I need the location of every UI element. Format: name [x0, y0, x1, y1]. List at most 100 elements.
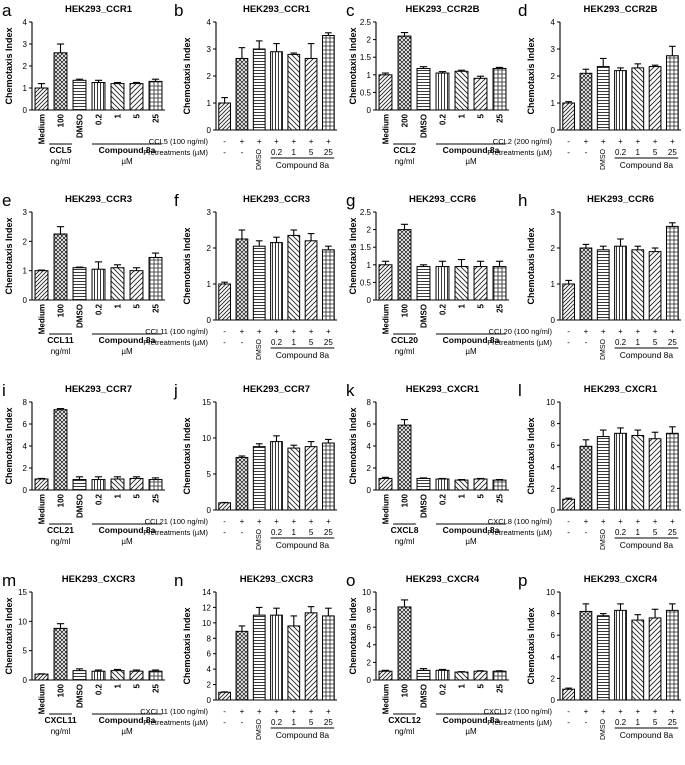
- y-axis-label: Chemotaxis Index: [4, 597, 14, 674]
- bar: [252, 614, 266, 701]
- bar: [148, 670, 163, 681]
- y-tick-label: 1: [207, 99, 212, 108]
- agonist-row-mark: +: [326, 707, 331, 716]
- x-tick-label: 5: [133, 303, 142, 308]
- agonist-row-mark: +: [618, 137, 623, 146]
- y-tick-label: 8: [367, 606, 372, 615]
- y-tick-label: 0: [207, 316, 212, 325]
- panel-a: a HEK293_CCR1 0 1 2 3 4 Chemotaxis Index Medium 1…: [2, 1, 165, 166]
- bar: [454, 479, 469, 491]
- x-tick-label: 100: [57, 113, 66, 127]
- y-tick-label: 10: [18, 617, 27, 626]
- agonist-row-mark: +: [635, 137, 640, 146]
- pretreat-row-value: DMSO: [256, 718, 263, 740]
- y-tick-label: 6: [551, 441, 556, 450]
- compound-label: Compound 8a: [620, 350, 674, 360]
- y-tick-label: 3: [551, 45, 556, 54]
- bar: [596, 436, 610, 511]
- y-tick-label: 4: [23, 18, 28, 27]
- y-axis-label: Chemotaxis Index: [4, 407, 14, 484]
- pretreat-row-label: Pretreatments (µM): [143, 528, 208, 537]
- agonist-row-mark: +: [653, 137, 658, 146]
- compound-label: Compound 8a: [443, 145, 500, 155]
- pretreat-row-value: 25: [324, 528, 333, 537]
- pretreat-row-value: 25: [668, 338, 677, 347]
- panel-f: f HEK293_CCR3 0 1 2 3 Chemotaxis Index CCL11 (1…: [143, 191, 337, 360]
- x-tick-label: DMSO: [420, 304, 429, 328]
- bar: [110, 83, 125, 111]
- pretreat-row-value: 1: [636, 528, 641, 537]
- bar: [416, 266, 431, 301]
- x-tick-label: Medium: [382, 304, 391, 334]
- y-tick-label: 0: [367, 676, 372, 685]
- bar: [648, 66, 662, 131]
- pretreat-row-value: 1: [292, 528, 297, 537]
- panel-letter: p: [518, 571, 527, 590]
- compound-label: Compound 8a: [276, 540, 330, 550]
- agonist-row-mark: +: [257, 137, 262, 146]
- pretreat-row-value: 0.2: [271, 148, 283, 157]
- agonist-row-mark: +: [618, 327, 623, 336]
- pretreat-row-value: DMSO: [600, 338, 607, 360]
- y-tick-label: 0.5: [360, 88, 372, 97]
- compound-label: Compound 8a: [620, 160, 674, 170]
- bar: [562, 688, 576, 701]
- panel-i: i HEK293_CCR7 0 2 4 6 8 Chemotaxis Index Medium 1…: [2, 381, 165, 546]
- y-tick-label: 0: [23, 486, 28, 495]
- ligand-unit: ng/ml: [51, 347, 71, 356]
- bar: [492, 479, 507, 491]
- agonist-row-mark: +: [635, 327, 640, 336]
- x-tick-label: 1: [458, 683, 467, 688]
- agonist-row-label: CXCL11 (100 ng/ml): [140, 707, 208, 716]
- x-tick-label: 25: [496, 493, 505, 502]
- x-tick-label: DMSO: [420, 684, 429, 708]
- panel-o: o HEK293_CXCR4 0 2 4 6 8 10 Chemotaxis Index Medi…: [346, 571, 509, 736]
- y-tick-label: 5: [207, 470, 212, 479]
- bar: [148, 80, 163, 111]
- x-tick-label: 25: [496, 683, 505, 692]
- bar: [218, 102, 232, 131]
- pretreat-row-value: 0.2: [271, 338, 283, 347]
- y-tick-label: 1: [367, 261, 372, 270]
- bar: [321, 615, 335, 701]
- pretreat-row-value: -: [241, 148, 244, 157]
- y-tick-label: 3: [207, 45, 212, 54]
- x-tick-label: 0.2: [95, 303, 104, 315]
- agonist-row-label: CCL21 (100 ng/ml): [145, 517, 209, 526]
- agonist-row-mark: +: [291, 137, 296, 146]
- bar: [304, 612, 318, 701]
- pretreat-row-value: 0.2: [615, 528, 627, 537]
- bar: [129, 270, 144, 301]
- bar: [416, 477, 431, 491]
- pretreat-row-value: 25: [668, 528, 677, 537]
- panel-n: n HEK293_CXCR3 0 2 4 6 8 10 12 14 Chemotaxis Index…: [140, 571, 337, 740]
- pretreat-row-value: 1: [292, 718, 297, 727]
- pretreat-row-value: DMSO: [600, 718, 607, 740]
- pretreat-row-value: 0.2: [615, 338, 627, 347]
- bar: [435, 266, 450, 301]
- bar: [91, 82, 106, 111]
- pretreat-row-label: Pretreatments (µM): [143, 718, 208, 727]
- y-tick-label: 2: [23, 62, 28, 71]
- ligand-unit: ng/ml: [395, 157, 415, 166]
- agonist-row-label: CCL2 (200 ng/ml): [493, 137, 553, 146]
- y-tick-label: 0: [207, 506, 212, 515]
- panel-letter: o: [346, 571, 355, 590]
- x-tick-label: Medium: [382, 114, 391, 144]
- bar: [648, 617, 662, 701]
- y-axis-label: Chemotaxis Index: [526, 37, 536, 114]
- bar: [321, 35, 335, 131]
- bar: [148, 256, 163, 301]
- y-axis-label: Chemotaxis Index: [348, 407, 358, 484]
- agonist-row-mark: +: [584, 327, 589, 336]
- panel-letter: g: [346, 191, 355, 210]
- bar: [91, 268, 106, 301]
- pretreat-row-value: 5: [309, 718, 314, 727]
- y-tick-label: 2: [207, 681, 212, 690]
- y-tick-label: 10: [202, 434, 211, 443]
- bar: [235, 238, 249, 321]
- ligand-label: CXCL8: [391, 525, 419, 535]
- bar: [562, 498, 576, 511]
- bar: [110, 478, 125, 491]
